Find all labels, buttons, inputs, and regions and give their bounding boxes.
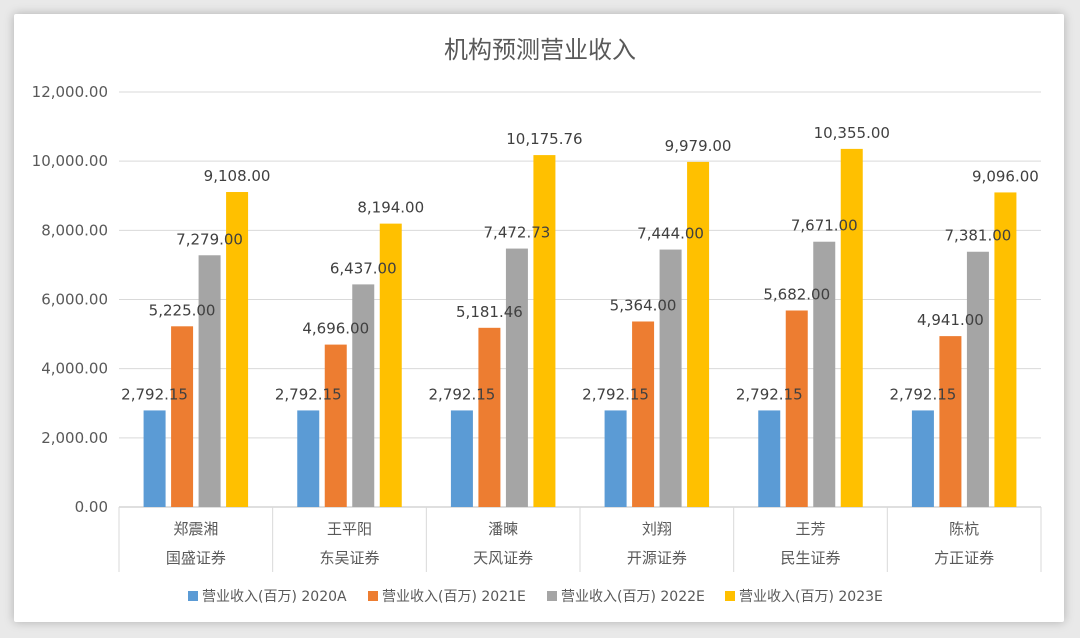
- data-label: 7,671.00: [791, 217, 858, 235]
- data-label: 8,194.00: [357, 199, 424, 217]
- data-label: 5,225.00: [149, 301, 216, 319]
- data-label: 9,096.00: [972, 167, 1039, 185]
- data-labels: 2,792.15 2,792.15 2,792.15 2,792.15 2,792.15…: [121, 124, 1039, 404]
- legend-label: 营业收入(百万) 2023E: [739, 589, 883, 605]
- y-tick-label: 8,000.00: [41, 221, 108, 239]
- bar: [687, 161, 710, 507]
- category-analyst-label: 王平阳: [327, 520, 372, 538]
- bar: [813, 241, 836, 507]
- legend-swatch: [188, 591, 198, 601]
- data-label: 10,175.76: [506, 130, 582, 148]
- chart-title: 机构预测营业收入: [444, 36, 636, 64]
- bar: [297, 410, 320, 507]
- bar: [171, 326, 194, 507]
- category-broker-label: 东吴证券: [319, 549, 379, 567]
- data-label: 5,364.00: [610, 296, 677, 314]
- bar: [533, 155, 556, 507]
- data-label: 5,181.46: [456, 303, 523, 321]
- data-label: 9,108.00: [204, 167, 271, 185]
- bar: [352, 284, 375, 507]
- y-tick-label: 0.00: [75, 498, 108, 516]
- category-broker-label: 国盛证券: [166, 549, 226, 567]
- legend-swatch: [725, 591, 735, 601]
- y-tick-label: 2,000.00: [41, 429, 108, 447]
- data-label: 9,979.00: [665, 137, 732, 155]
- bar: [143, 410, 166, 507]
- bar: [632, 321, 655, 507]
- bar: [505, 248, 528, 507]
- category-broker-label: 方正证券: [934, 549, 994, 567]
- data-label: 2,792.15: [275, 385, 342, 403]
- data-label: 5,682.00: [763, 285, 830, 303]
- bar: [604, 410, 627, 507]
- data-label: 4,696.00: [302, 320, 369, 338]
- bar: [758, 410, 781, 507]
- legend-swatch: [368, 591, 378, 601]
- data-label: 2,792.15: [582, 385, 649, 403]
- data-label: 2,792.15: [890, 385, 957, 403]
- category-broker-label: 开源证券: [627, 549, 687, 567]
- category-analyst-label: 刘翔: [642, 520, 672, 538]
- data-label: 6,437.00: [330, 259, 397, 277]
- gridlines: [119, 91, 1041, 508]
- category-analyst-label: 潘暕: [488, 520, 518, 538]
- y-tick-label: 4,000.00: [41, 360, 108, 378]
- bar: [994, 192, 1017, 507]
- bar: [226, 192, 249, 507]
- y-tick-label: 6,000.00: [41, 291, 108, 309]
- category-analyst-label: 王芳: [795, 520, 825, 538]
- bar: [659, 249, 682, 508]
- data-label: 7,472.73: [484, 224, 551, 242]
- bar: [785, 310, 808, 507]
- legend-swatch: [547, 591, 557, 601]
- legend-label: 营业收入(百万) 2022E: [561, 589, 705, 605]
- bar: [379, 223, 402, 508]
- data-label: 2,792.15: [429, 385, 496, 403]
- legend-label: 营业收入(百万) 2021E: [382, 589, 526, 605]
- data-label: 4,941.00: [917, 311, 984, 329]
- category-broker-label: 天风证券: [473, 549, 533, 567]
- y-axis-ticks: 0.00 2,000.00 4,000.00 6,000.00 8,000.00 10,0…: [32, 83, 108, 516]
- bars: [143, 148, 1017, 508]
- bar: [198, 255, 221, 507]
- bar: [478, 327, 501, 507]
- data-label: 7,279.00: [176, 230, 243, 248]
- bar: [840, 148, 863, 507]
- bar: [966, 251, 989, 507]
- bar: [939, 336, 962, 507]
- category-broker-label: 民生证券: [780, 549, 840, 567]
- data-label: 10,355.00: [814, 124, 890, 142]
- y-tick-label: 12,000.00: [32, 83, 108, 101]
- data-label: 2,792.15: [736, 385, 803, 403]
- y-tick-label: 10,000.00: [32, 152, 108, 170]
- data-label: 2,792.15: [121, 385, 188, 403]
- data-label: 7,444.00: [637, 225, 704, 243]
- category-analyst-label: 陈杭: [949, 520, 979, 538]
- legend: 营业收入(百万) 2020A 营业收入(百万) 2021E 营业收入(百万) 202…: [188, 589, 883, 605]
- bar: [911, 410, 934, 507]
- bar: [450, 410, 473, 507]
- bar: [324, 344, 347, 507]
- data-label: 7,381.00: [945, 227, 1012, 245]
- legend-label: 营业收入(百万) 2020A: [202, 589, 347, 605]
- category-analyst-label: 郑震湘: [173, 520, 218, 538]
